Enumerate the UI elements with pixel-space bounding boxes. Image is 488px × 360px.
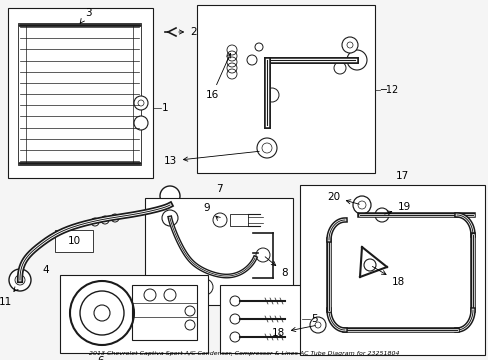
Circle shape xyxy=(256,248,269,262)
Text: 18: 18 xyxy=(372,266,405,287)
Bar xyxy=(60,275,207,353)
Text: 20: 20 xyxy=(326,192,359,204)
Circle shape xyxy=(80,291,124,335)
Circle shape xyxy=(134,116,148,130)
Circle shape xyxy=(70,281,134,345)
Bar xyxy=(8,8,153,178)
Bar xyxy=(145,198,292,305)
Text: 10: 10 xyxy=(67,236,81,246)
Text: 19: 19 xyxy=(384,202,410,215)
Bar xyxy=(18,23,141,165)
Text: 4: 4 xyxy=(42,265,48,275)
Circle shape xyxy=(357,201,365,209)
Circle shape xyxy=(15,275,25,285)
Text: 1: 1 xyxy=(162,103,168,113)
Text: 16: 16 xyxy=(205,53,230,100)
Bar xyxy=(133,25,141,163)
Circle shape xyxy=(184,320,195,330)
Bar xyxy=(197,5,374,173)
Circle shape xyxy=(101,216,109,224)
Bar xyxy=(299,185,484,355)
Text: 3: 3 xyxy=(80,8,91,23)
Text: 5: 5 xyxy=(310,314,317,324)
Circle shape xyxy=(111,214,119,222)
Circle shape xyxy=(160,186,180,206)
Text: 8: 8 xyxy=(264,257,287,278)
Text: 6: 6 xyxy=(97,356,103,360)
Bar xyxy=(55,230,93,252)
Circle shape xyxy=(134,96,148,110)
Circle shape xyxy=(341,37,357,53)
Bar xyxy=(220,285,302,353)
Circle shape xyxy=(264,88,279,102)
Circle shape xyxy=(91,218,99,226)
Circle shape xyxy=(374,208,388,222)
Bar xyxy=(132,285,197,340)
Text: 14: 14 xyxy=(346,0,360,2)
Circle shape xyxy=(229,296,240,306)
Text: 15: 15 xyxy=(279,0,292,2)
Text: 9: 9 xyxy=(203,203,220,220)
Circle shape xyxy=(143,289,156,301)
Text: 17: 17 xyxy=(395,171,408,181)
Circle shape xyxy=(9,269,31,291)
Circle shape xyxy=(333,62,346,74)
Text: 2: 2 xyxy=(179,27,196,37)
Circle shape xyxy=(229,332,240,342)
Circle shape xyxy=(262,143,271,153)
Circle shape xyxy=(346,42,352,48)
Circle shape xyxy=(163,289,176,301)
Text: 11: 11 xyxy=(0,287,18,307)
Circle shape xyxy=(314,322,320,328)
Circle shape xyxy=(162,210,178,226)
Circle shape xyxy=(352,196,370,214)
Circle shape xyxy=(138,100,143,106)
Text: 2013 Chevrolet Captiva Sport A/C Condenser, Compressor & Lines AC Tube Diagram f: 2013 Chevrolet Captiva Sport A/C Condens… xyxy=(88,351,398,356)
Circle shape xyxy=(346,50,366,70)
Circle shape xyxy=(94,305,110,321)
Circle shape xyxy=(184,306,195,316)
Circle shape xyxy=(363,259,375,271)
Text: 13: 13 xyxy=(163,151,259,166)
Circle shape xyxy=(167,279,183,295)
Circle shape xyxy=(213,213,226,227)
Text: ─12: ─12 xyxy=(379,85,397,95)
Circle shape xyxy=(246,55,257,65)
Circle shape xyxy=(309,317,325,333)
Circle shape xyxy=(254,43,263,51)
Circle shape xyxy=(229,314,240,324)
Bar xyxy=(229,214,247,226)
Bar xyxy=(18,25,26,163)
Circle shape xyxy=(257,138,276,158)
Circle shape xyxy=(197,279,213,295)
Text: 7: 7 xyxy=(215,184,222,194)
Text: 18: 18 xyxy=(271,325,315,338)
